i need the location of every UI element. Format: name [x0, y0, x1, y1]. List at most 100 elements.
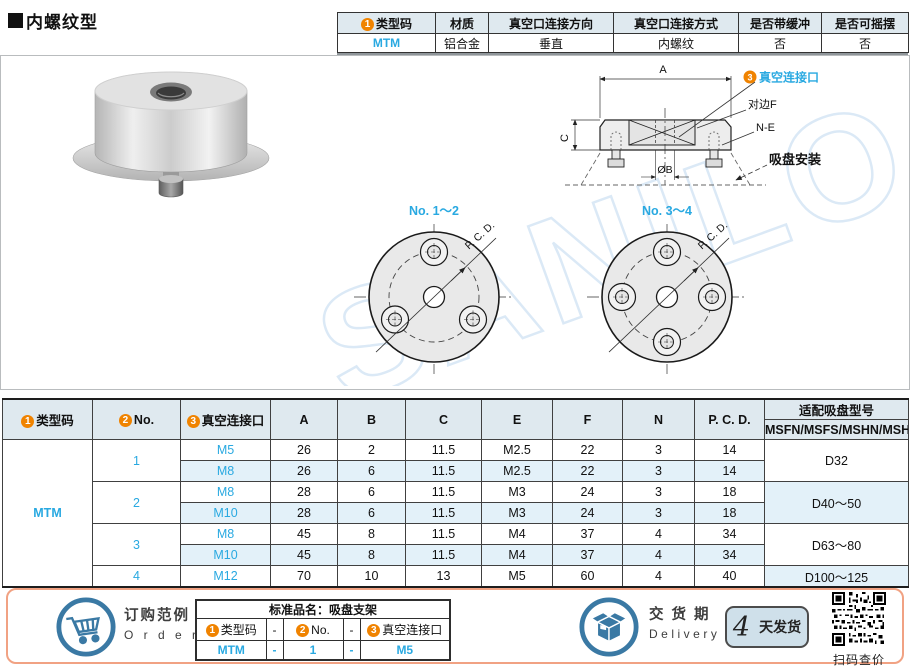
- col-port: 3 真空连接口: [180, 398, 271, 440]
- cell-f: 24: [552, 502, 623, 524]
- cell-a: 26: [270, 439, 338, 461]
- side-view-drawing: A C: [559, 64, 821, 186]
- cell-n: 3: [622, 439, 695, 461]
- dim-ob-lines: [641, 150, 689, 180]
- spec-value-swing: 否: [821, 33, 909, 53]
- page-title: 内螺纹型: [8, 11, 98, 32]
- order-h-port: 3 真空连接口: [359, 618, 451, 641]
- table-row: 4 M12 70 10 13 M5 60 4 40 D100～125: [3, 565, 909, 588]
- vacuum-port-label: 真空连接口: [759, 70, 819, 85]
- pad-cell: D63～80: [764, 523, 909, 566]
- pad-cell: D100～125: [764, 565, 909, 588]
- spec-header-buffer: 是否带缓冲: [738, 12, 822, 34]
- type-code-cell: MTM: [2, 439, 93, 588]
- spec-table: 1 类型码 材质 真空口连接方向 真空口连接方式 是否带缓冲 是否可摇摆 MTM …: [337, 12, 909, 53]
- dimension-table: 1 类型码 2 No. 3 真空连接口 A B C E F N P. C. D. 适配…: [2, 398, 909, 588]
- bottom-view-1: No. 1～2 P. C. D.: [354, 204, 514, 374]
- port-cell: M5: [180, 439, 271, 461]
- qr-caption: 扫码查价: [832, 653, 885, 667]
- cell-b: 8: [337, 544, 406, 566]
- cell-a: 45: [270, 544, 338, 566]
- spec-header-row: 1 类型码 材质 真空口连接方向 真空口连接方式 是否带缓冲 是否可摇摆: [337, 12, 909, 34]
- bottom-view-2: No. 3～4 P. C. D.: [587, 204, 747, 374]
- order-header-row: 1 类型码 - 2 No. - 3 真空连接口: [195, 618, 451, 641]
- view1-drawing: [354, 224, 514, 374]
- view2-pcd-label: P. C. D.: [696, 219, 730, 252]
- cell-n: 4: [622, 544, 695, 566]
- badge-1-icon: 1: [205, 624, 219, 637]
- cell-c: 11.5: [405, 460, 482, 482]
- col-pad-sub: MSFN/MSFS/MSHN/MSHS: [764, 419, 909, 440]
- delivery-label: 交 货 期 Delivery: [649, 606, 720, 642]
- port-cell: M12: [180, 565, 271, 588]
- order-dash: -: [265, 618, 284, 641]
- cell-f: 22: [552, 439, 623, 461]
- cell-c: 13: [405, 565, 482, 588]
- spec-header-mode: 真空口连接方式: [613, 12, 739, 34]
- cell-n: 4: [622, 523, 695, 545]
- cell-e: M3: [481, 502, 553, 524]
- table-row: MTM 1 M5 26 2 11.5 M2.5 22 3 14 D32: [2, 439, 909, 588]
- order-example-table: 标准品名：吸盘支架 1 类型码 - 2 No. - 3 真空连接口 MTM - 1 -…: [195, 599, 452, 661]
- spec-value-buffer: 否: [738, 33, 822, 53]
- badge-3-icon: 3: [186, 415, 200, 428]
- leader-lines: [678, 81, 768, 181]
- delivery-days-pill: 4 天发货: [725, 606, 809, 648]
- spec-value-direction: 垂直: [488, 33, 614, 53]
- badge-1-icon: 1: [21, 415, 35, 428]
- col-e: E: [481, 398, 553, 440]
- order-dash: -: [342, 618, 361, 641]
- cup-mount-label: 吸盘安装: [769, 152, 821, 167]
- cell-f: 37: [552, 523, 623, 545]
- title-square-icon: [8, 12, 23, 28]
- cell-pcd: 40: [694, 565, 765, 588]
- col-c: C: [405, 398, 482, 440]
- port-cell: M8: [180, 460, 271, 482]
- cell-a: 28: [270, 481, 338, 503]
- view2-label: No. 3～4: [642, 204, 692, 218]
- cell-a: 26: [270, 460, 338, 482]
- spec-table-wrap: 1 类型码 材质 真空口连接方向 真空口连接方式 是否带缓冲 是否可摇摆 MTM …: [337, 12, 909, 56]
- port-cell: M8: [180, 481, 271, 503]
- cell-e: M2.5: [481, 460, 553, 482]
- delivery-days-unit: 天发货: [759, 619, 802, 635]
- cell-n: 4: [622, 565, 695, 588]
- cell-e: M3: [481, 481, 553, 503]
- cell-e: M4: [481, 523, 553, 545]
- order-example-label: 订购范例 O r d e r: [124, 607, 200, 643]
- order-product-row: 标准品名：吸盘支架: [195, 599, 451, 619]
- table-row: M10 28 6 11.5 M3 24 3 18: [2, 502, 909, 524]
- badge-2-icon: 2: [118, 413, 132, 427]
- table-row: M8 26 6 11.5 M2.5 22 3 14: [2, 460, 909, 482]
- cell-c: 11.5: [405, 439, 482, 461]
- spec-header-type: 1 类型码: [337, 12, 436, 34]
- cell-n: 3: [622, 460, 695, 482]
- suction-cup-dashed: [565, 152, 766, 186]
- order-example-cn: 订购范例: [124, 608, 190, 624]
- cell-b: 6: [337, 460, 406, 482]
- delivery-label-en: Delivery: [649, 626, 721, 641]
- port-cell: M10: [180, 544, 271, 566]
- port-cell: M8: [180, 523, 271, 545]
- cell-pcd: 18: [694, 481, 765, 503]
- col-a: A: [270, 398, 338, 440]
- cell-b: 10: [337, 565, 406, 588]
- no-cell: 1: [92, 439, 181, 482]
- cell-e: M2.5: [481, 439, 553, 461]
- cell-pcd: 34: [694, 544, 765, 566]
- view1-pcd-label: P. C. D.: [463, 219, 497, 252]
- cell-n: 3: [622, 502, 695, 524]
- col-pcd: P. C. D.: [694, 398, 765, 440]
- spec-value-row: MTM 铝合金 垂直 内螺纹 否 否: [337, 33, 909, 53]
- order-dash: -: [265, 640, 284, 661]
- spec-header-swing: 是否可摇摆: [821, 12, 909, 34]
- cell-n: 3: [622, 481, 695, 503]
- col-b: B: [337, 398, 406, 440]
- drawing-area: SANILO: [0, 55, 910, 390]
- col-type: 1 类型码: [2, 398, 93, 440]
- col-no: 2 No.: [92, 398, 181, 440]
- order-value-row: MTM - 1 - M5: [195, 640, 451, 661]
- qr-code[interactable]: [832, 592, 886, 646]
- cell-pcd: 14: [694, 460, 765, 482]
- spec-header-direction: 真空口连接方向: [488, 12, 614, 34]
